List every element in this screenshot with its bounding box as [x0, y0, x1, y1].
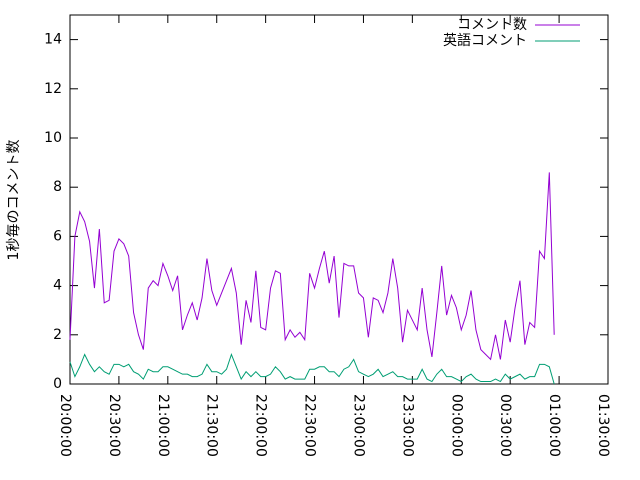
series-line — [69, 353, 555, 385]
legend-label: コメント数 — [457, 17, 527, 33]
y-tick-label: 10 — [44, 130, 62, 146]
x-tick-label: 22:30:00 — [302, 394, 318, 457]
x-tick-label: 01:00:00 — [546, 394, 562, 457]
legend-label: 英語コメント — [443, 32, 527, 49]
y-tick-label: 2 — [53, 327, 62, 343]
y-axis-label: 1秒毎のコメント数 — [6, 140, 22, 261]
x-tick-label: 23:30:00 — [399, 394, 415, 457]
x-tick-label: 20:30:00 — [106, 394, 122, 457]
y-tick-label: 8 — [53, 179, 62, 195]
x-tick-label: 22:00:00 — [253, 394, 269, 457]
y-tick-label: 12 — [44, 81, 62, 97]
x-tick-label: 00:30:00 — [497, 394, 513, 457]
x-tick-label: 20:00:00 — [57, 394, 73, 457]
y-tick-label: 4 — [53, 278, 62, 294]
y-tick-label: 14 — [44, 32, 62, 48]
x-tick-label: 23:00:00 — [350, 394, 366, 457]
plot-border — [69, 14, 609, 385]
x-tick-label: 21:00:00 — [155, 394, 171, 457]
y-tick-label: 6 — [53, 228, 62, 244]
y-tick-label: 0 — [53, 376, 62, 392]
x-tick-label: 01:30:00 — [595, 394, 611, 457]
series-line — [69, 172, 555, 361]
x-tick-label: 00:00:00 — [448, 394, 464, 457]
x-tick-label: 21:30:00 — [204, 394, 220, 457]
